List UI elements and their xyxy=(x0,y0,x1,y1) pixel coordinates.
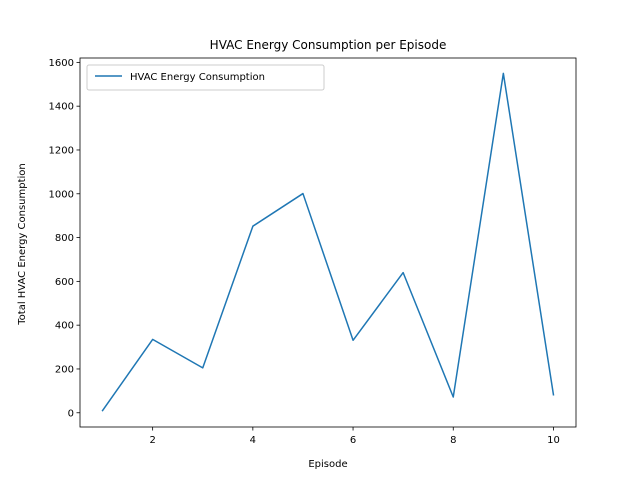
y-tick-label: 600 xyxy=(55,277,74,288)
y-tick-label: 1200 xyxy=(49,145,74,156)
y-tick-label: 200 xyxy=(55,364,74,375)
x-tick-label: 8 xyxy=(450,435,456,446)
y-tick-label: 400 xyxy=(55,321,74,332)
plot-area: 2 4 6 8 10 0 200 400 600 800 1000 1200 1400 1600 xyxy=(49,57,577,446)
y-tick-label: 1000 xyxy=(49,189,74,200)
y-tick-label: 0 xyxy=(68,408,74,419)
x-tick-label: 6 xyxy=(350,435,356,446)
legend-label: HVAC Energy Consumption xyxy=(130,72,265,83)
x-tick-label: 4 xyxy=(250,435,256,446)
y-axis-label: Total HVAC Energy Consumption xyxy=(17,163,28,326)
series-line xyxy=(101,72,555,412)
y-tick-label: 1600 xyxy=(49,58,74,69)
x-tick-label: 10 xyxy=(547,435,560,446)
y-tick-label: 1400 xyxy=(49,102,74,113)
legend-box xyxy=(86,64,325,91)
x-tick-label: 2 xyxy=(149,435,155,446)
y-tick-label: 800 xyxy=(55,233,74,244)
x-axis-label: Episode xyxy=(308,459,347,470)
plot-frame xyxy=(79,57,577,428)
legend: HVAC Energy Consumption xyxy=(86,64,325,91)
chart-title: HVAC Energy Consumption per Episode xyxy=(210,38,447,52)
